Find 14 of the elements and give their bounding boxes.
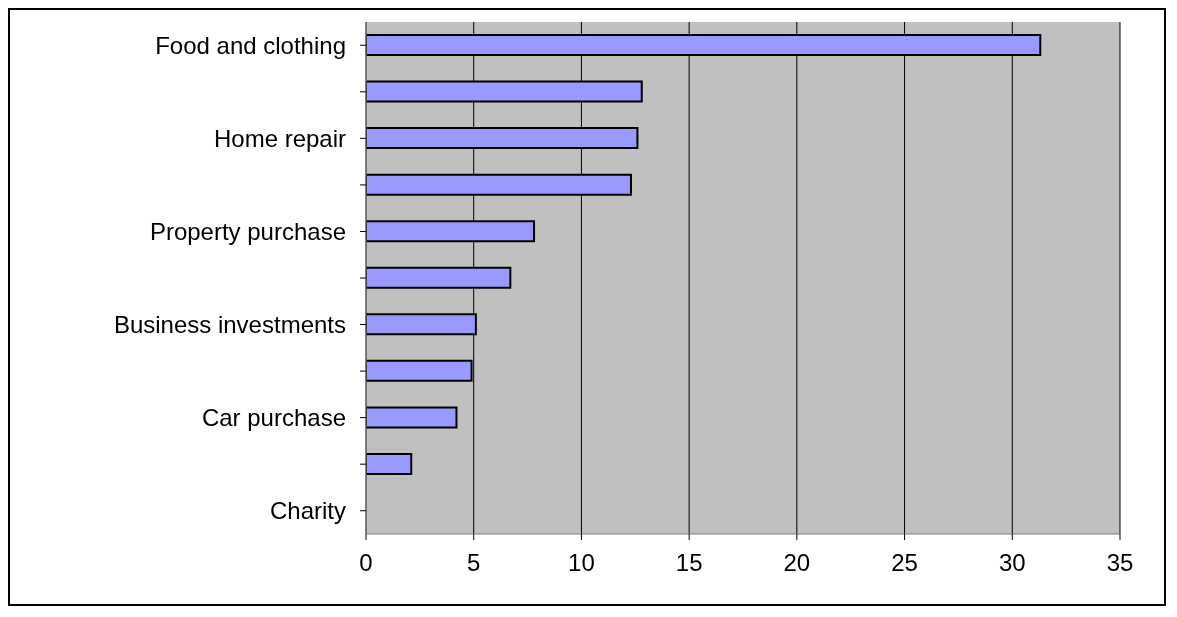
y-tick-label: Property purchase [149, 217, 346, 245]
x-tick-label: 35 [1106, 549, 1134, 577]
x-tick-label: 5 [467, 549, 481, 577]
x-tick-label: 15 [675, 549, 703, 577]
y-tick-label: Charity [269, 497, 346, 525]
y-tick-label: Business investments [113, 311, 346, 339]
x-tick-label: 10 [568, 549, 595, 577]
y-tick-label: Car purchase [201, 404, 346, 432]
x-tick-label: 20 [783, 549, 811, 577]
x-tick-label: 0 [359, 549, 373, 577]
y-tick-label: Home repair [213, 124, 347, 152]
x-tick-label: 25 [891, 549, 918, 577]
x-tick-label: 30 [998, 549, 1026, 577]
y-tick-label: Food and clothing [155, 31, 346, 59]
